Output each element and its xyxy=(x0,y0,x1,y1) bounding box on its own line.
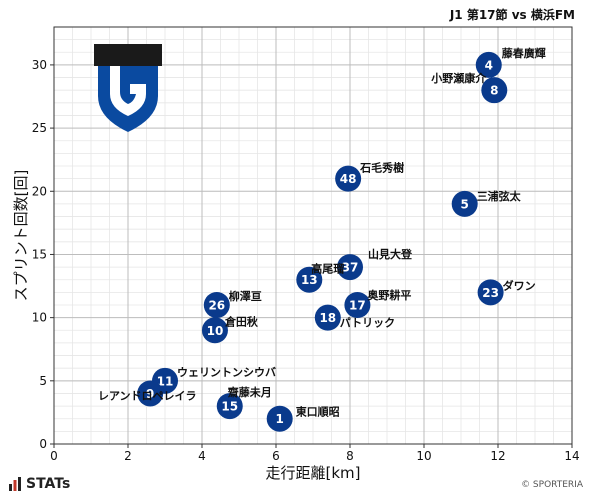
player-number-11: 11 xyxy=(157,374,174,388)
player-name-label: 齋藤未月 xyxy=(227,385,272,399)
player-point-15 xyxy=(216,393,243,420)
x-tick-label: 0 xyxy=(50,449,58,463)
player-number-4: 4 xyxy=(485,58,493,72)
player-number-18: 18 xyxy=(319,311,336,325)
x-tick-label: 4 xyxy=(198,449,206,463)
player-point-37 xyxy=(337,254,363,281)
player-number-9: 9 xyxy=(146,387,154,401)
player-name-label: 山見大登 xyxy=(368,247,413,261)
player-number-37: 37 xyxy=(342,261,359,275)
player-point-9 xyxy=(137,380,164,407)
match-title: J1 第17節 vs 横浜FM xyxy=(449,8,575,22)
player-number-10: 10 xyxy=(207,324,224,338)
player-name-label: パトリック xyxy=(340,317,395,330)
y-tick-label: 5 xyxy=(39,374,47,388)
player-name-label: 藤春廣輝 xyxy=(502,46,546,60)
stats-brand: STATs xyxy=(8,476,70,492)
plot-frame xyxy=(53,26,573,445)
player-number-1: 1 xyxy=(276,412,284,426)
player-name-label: 奥野耕平 xyxy=(366,288,411,302)
x-tick-label: 6 xyxy=(272,449,280,463)
player-number-48: 48 xyxy=(340,172,357,186)
x-tick-label: 12 xyxy=(490,449,505,463)
player-number-13: 13 xyxy=(301,273,318,287)
player-name-label: 高尾瑠 xyxy=(311,262,344,276)
y-tick-label: 10 xyxy=(32,311,47,325)
player-point-18 xyxy=(314,304,341,331)
player-point-17 xyxy=(344,292,371,318)
crest-g-letter xyxy=(110,66,146,116)
player-name-label: レアンドロペレイラ xyxy=(98,389,197,402)
x-tick-label: 8 xyxy=(346,449,354,463)
x-tick-label: 14 xyxy=(564,449,579,463)
x-tick-label: 2 xyxy=(124,449,132,463)
crest-shield xyxy=(98,66,158,132)
player-name-label: ダワン xyxy=(503,278,536,292)
x-tick-label: 10 xyxy=(416,449,431,463)
player-number-5: 5 xyxy=(461,197,469,211)
x-axis-label: 走行距離[km] xyxy=(265,464,360,482)
player-name-label: 小野瀬康介 xyxy=(430,71,487,85)
y-tick-label: 20 xyxy=(32,184,47,198)
club-crest-icon xyxy=(94,44,162,132)
player-name-label: 三浦弦太 xyxy=(477,189,522,203)
player-point-10 xyxy=(201,317,228,344)
player-number-15: 15 xyxy=(221,400,238,414)
y-tick-label: 0 xyxy=(39,437,47,451)
credit-text: © SPORTERIA xyxy=(521,480,583,490)
stats-logo-icon xyxy=(9,477,21,491)
player-number-23: 23 xyxy=(482,286,499,300)
player-number-17: 17 xyxy=(349,299,366,313)
player-point-5 xyxy=(451,190,478,217)
player-point-26 xyxy=(203,292,230,318)
player-point-48 xyxy=(335,165,362,192)
player-number-26: 26 xyxy=(208,299,225,313)
player-name-label: 石毛秀樹 xyxy=(359,161,404,175)
player-name-label: 倉田秋 xyxy=(224,314,259,328)
player-point-1 xyxy=(266,405,293,432)
y-tick-label: 15 xyxy=(32,247,47,261)
y-tick-label: 25 xyxy=(32,121,47,135)
y-axis-label: スプリント回数[回] xyxy=(12,170,30,302)
player-point-13 xyxy=(296,266,323,293)
player-point-23 xyxy=(477,279,504,306)
player-point-4 xyxy=(475,51,502,78)
player-number-8: 8 xyxy=(490,84,498,98)
player-name-label: 柳澤亘 xyxy=(229,289,262,303)
player-name-label: 東口順昭 xyxy=(296,405,340,419)
crest-top-band xyxy=(94,44,162,66)
player-name-label: ウェリントンシウバ xyxy=(177,366,276,379)
y-tick-label: 30 xyxy=(32,58,47,72)
player-point-8 xyxy=(481,77,508,104)
brand-label: STATs xyxy=(26,476,71,492)
